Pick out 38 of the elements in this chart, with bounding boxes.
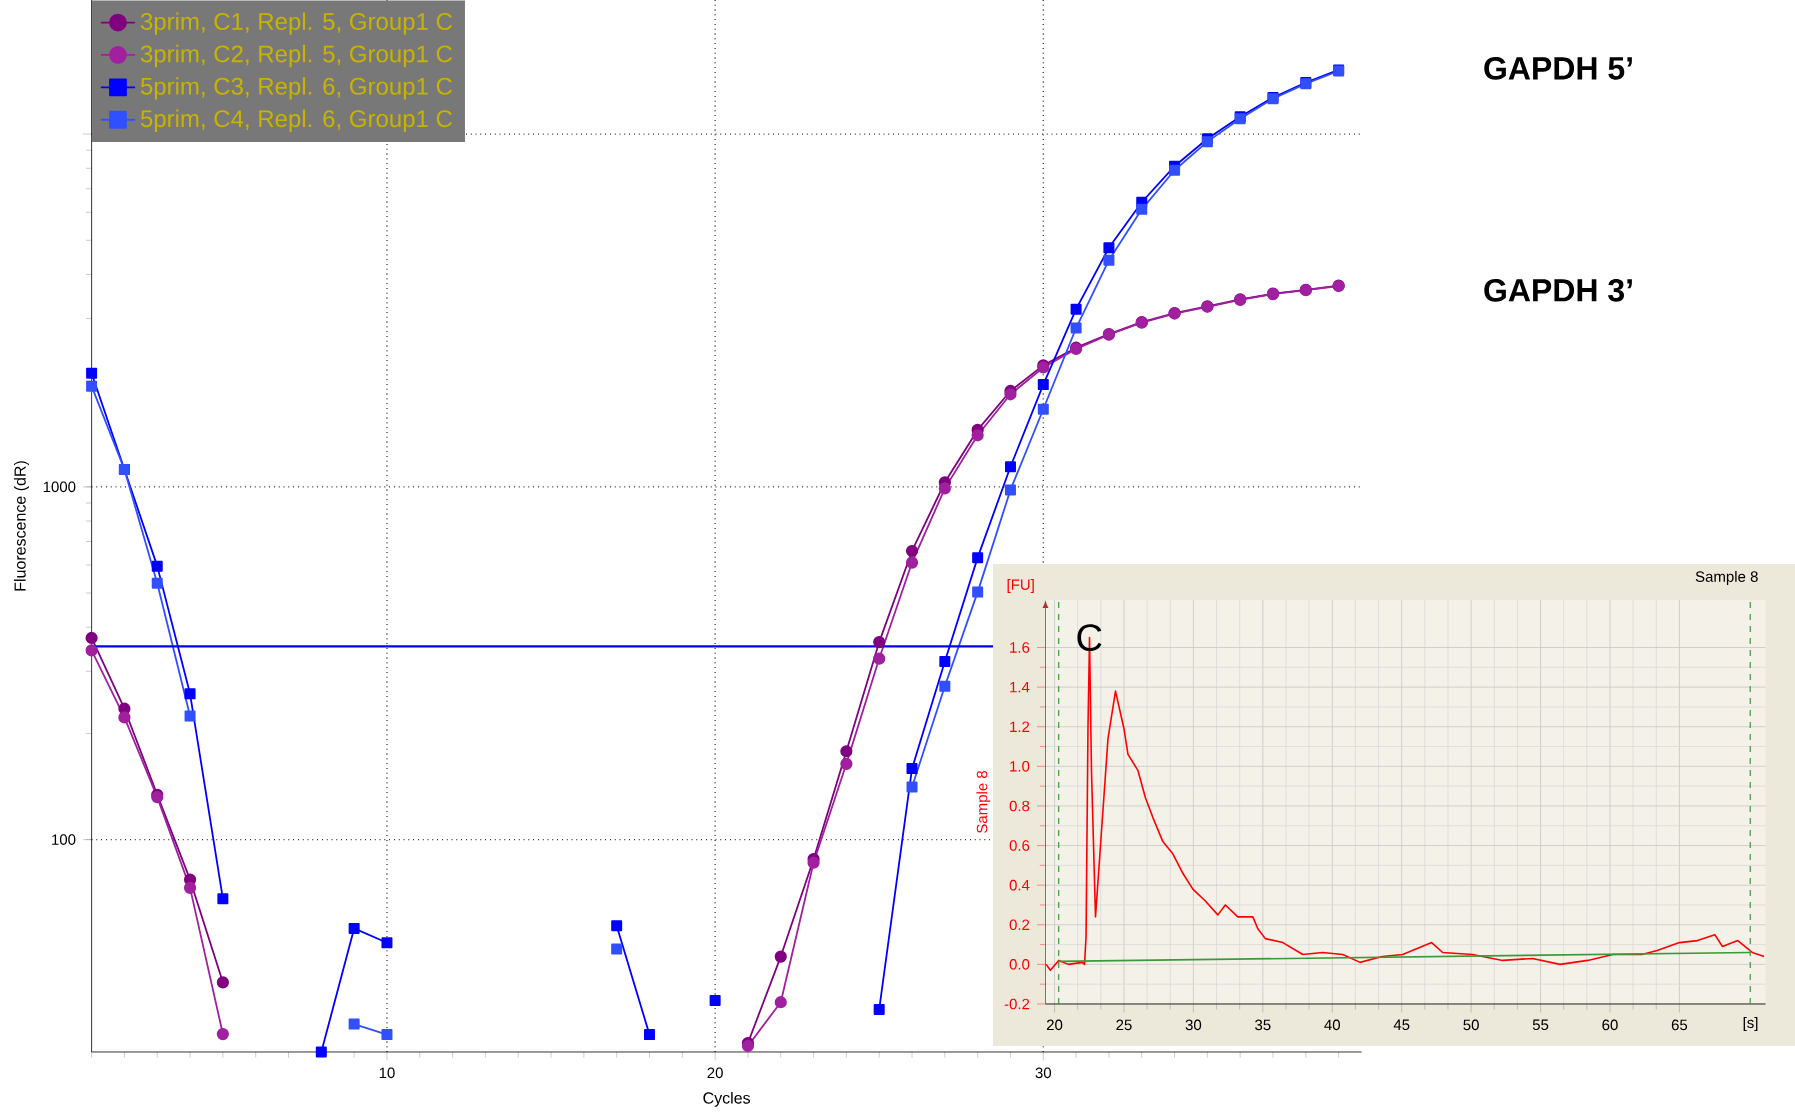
x-axis-title: [s] — [1743, 1017, 1758, 1032]
x-tick-label: 50 — [1463, 1019, 1479, 1031]
x-tick-label: 20 — [1046, 1019, 1063, 1031]
y-tick-label: 100 — [52, 834, 76, 845]
x-tick-label: 30 — [1035, 1067, 1052, 1079]
text: GAPDH 3’ — [1484, 278, 1632, 302]
x-tick-label: 10 — [379, 1067, 395, 1079]
x-tick-label: 40 — [1324, 1019, 1340, 1031]
y-tick-label: 1.0 — [1010, 761, 1030, 772]
y-tick-label: 0.2 — [1009, 919, 1030, 931]
x-tick-label: 55 — [1532, 1019, 1549, 1031]
y-axis-title: Fluorescence (dR) — [13, 461, 29, 591]
x-tick-label: 35 — [1255, 1019, 1271, 1031]
x-tick-label: 65 — [1671, 1019, 1688, 1031]
y-tick-label: 0.8 — [1009, 800, 1030, 812]
chart-title: Sample 8 — [1695, 570, 1758, 585]
y-tick-label: 1.4 — [1010, 681, 1030, 693]
annotation: C — [1077, 624, 1102, 652]
x-axis-title: Cycles — [703, 1091, 751, 1107]
x-tick-label: 45 — [1393, 1019, 1410, 1031]
x-tick-label: 25 — [1116, 1019, 1132, 1031]
y-tick-label: -0.2 — [1004, 998, 1030, 1010]
legend-label: 5prim, C3, Repl. 6, Group1 C — [140, 77, 452, 100]
text: GAPDH 5’ — [1484, 57, 1632, 80]
x-tick-label: 20 — [707, 1067, 723, 1079]
y-tick-label: 0.0 — [1009, 959, 1030, 970]
legend-label: 3prim, C2, Repl. 5, Group1 C — [140, 44, 452, 68]
y-tick-label: 1000 — [43, 481, 76, 493]
y-tick-label: 0.4 — [1009, 879, 1030, 891]
x-tick-label: 60 — [1602, 1019, 1618, 1031]
y-axis-title: Sample 8 — [976, 770, 991, 833]
x-tick-label: 30 — [1185, 1019, 1202, 1031]
legend-label: 3prim, C1, Repl. 5, Group1 C — [140, 12, 452, 35]
annotation: [FU] — [1007, 578, 1034, 593]
y-tick-label: 1.2 — [1010, 721, 1030, 732]
legend-label: 5prim, C4, Repl. 6, Group1 C — [140, 109, 452, 132]
y-tick-label: 0.6 — [1009, 840, 1030, 851]
y-tick-label: 1.6 — [1010, 642, 1030, 653]
